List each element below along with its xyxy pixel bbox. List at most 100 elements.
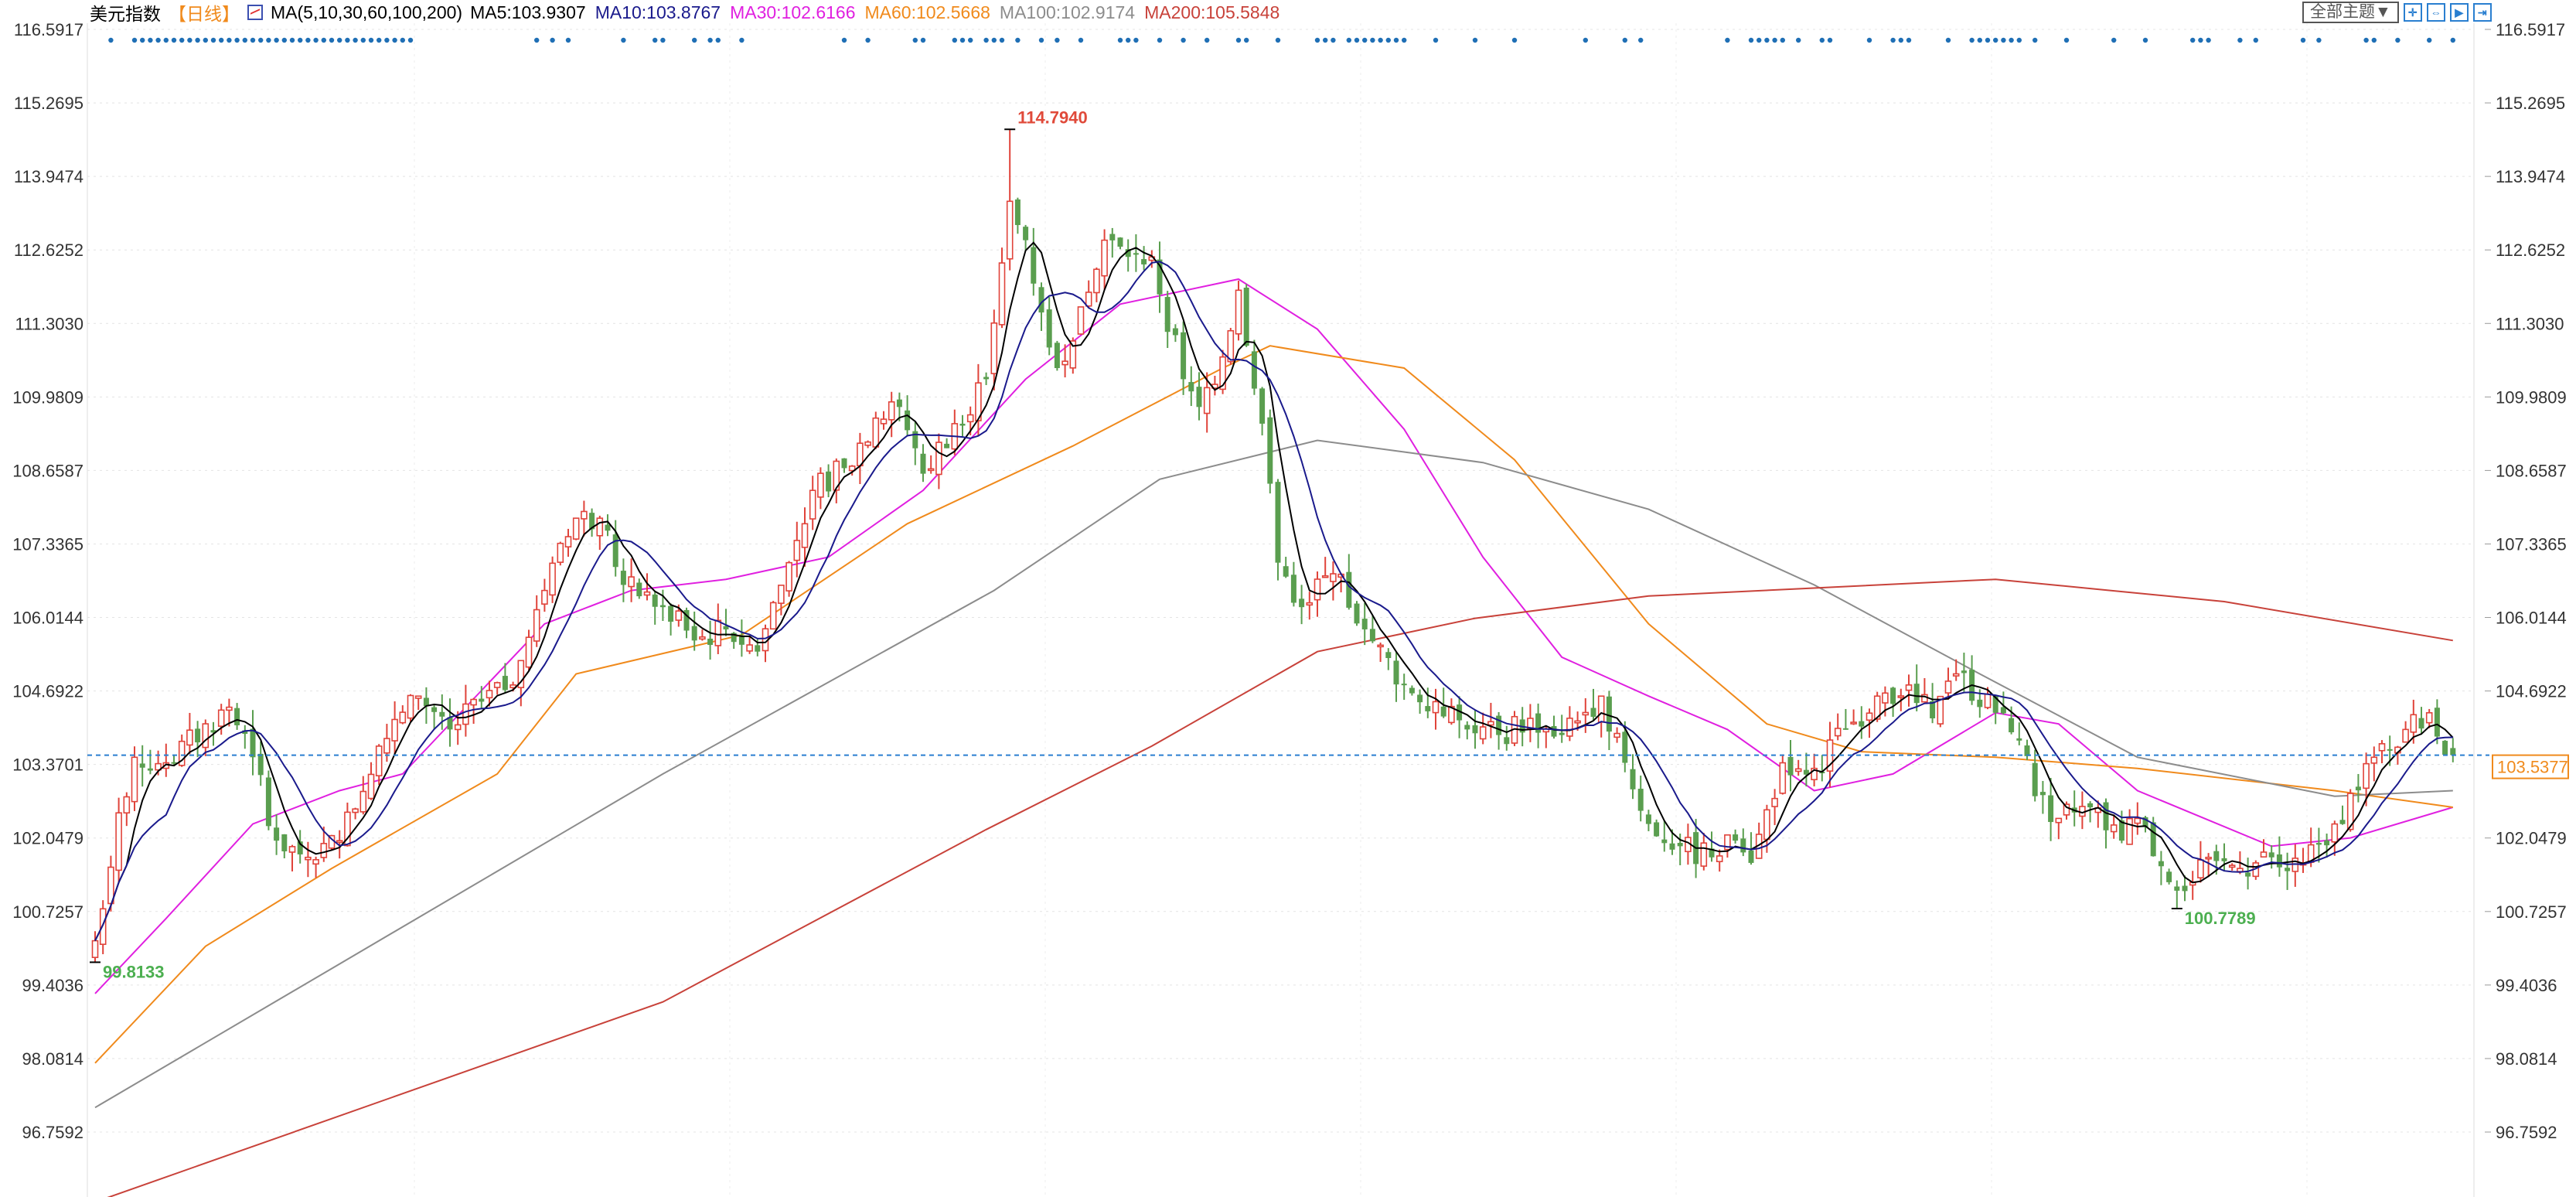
- candle-body: [115, 812, 122, 871]
- signal-dot: [1757, 37, 1762, 43]
- signal-dot: [400, 37, 405, 43]
- candle-body: [352, 808, 359, 813]
- candle: [447, 698, 453, 747]
- candle-body: [2055, 817, 2063, 824]
- y-tick-label-left: 102.0479: [12, 829, 83, 848]
- theme-select[interactable]: 全部主题▼: [2302, 2, 2399, 23]
- candle-body: [1479, 726, 1487, 740]
- candle-body: [1740, 838, 1746, 853]
- candle-body: [998, 262, 1006, 326]
- ma-line-ma30: [94, 278, 2454, 994]
- candle: [2252, 860, 2260, 880]
- signal-dot: [2427, 37, 2432, 43]
- candle-body: [1859, 721, 1865, 727]
- candle: [2425, 708, 2433, 728]
- fit-range-icon[interactable]: ⇔: [2426, 3, 2445, 22]
- candle-body: [1227, 329, 1235, 363]
- candle: [723, 609, 729, 636]
- candle-body: [1393, 660, 1399, 685]
- signal-dot: [1511, 37, 1518, 43]
- candle: [226, 698, 233, 727]
- candle-body: [1448, 705, 1455, 724]
- signal-dot: [1945, 37, 1951, 43]
- candle: [589, 508, 595, 537]
- play-forward-icon[interactable]: ▶: [2449, 3, 2469, 22]
- candle-body: [1913, 684, 1920, 704]
- candle: [1275, 479, 1281, 581]
- candle-body: [769, 602, 777, 630]
- candle: [1472, 710, 1478, 749]
- candle: [1267, 409, 1273, 494]
- candle-body: [242, 730, 248, 735]
- candle: [1590, 688, 1596, 721]
- candle: [1006, 129, 1014, 271]
- y-tick-label-left: 100.7257: [12, 902, 83, 922]
- candle: [888, 391, 895, 438]
- period-label[interactable]: 【日线】: [169, 4, 240, 24]
- candle-body: [809, 489, 816, 520]
- candle-body: [470, 698, 477, 706]
- candle-body: [462, 703, 469, 725]
- candle: [564, 528, 572, 558]
- candle: [817, 467, 824, 510]
- candle-body: [1582, 711, 1590, 716]
- candle-body: [1709, 848, 1715, 858]
- candle: [1117, 237, 1123, 250]
- candle-body: [1125, 249, 1131, 257]
- candle: [414, 695, 422, 711]
- candle-body: [872, 417, 880, 448]
- candle-body: [1882, 692, 1889, 704]
- signal-dot: [313, 37, 319, 43]
- candle: [2134, 802, 2142, 835]
- candle: [281, 834, 288, 859]
- candle-body: [738, 635, 745, 645]
- candle-body: [2063, 803, 2070, 816]
- candle-body: [2387, 749, 2393, 751]
- candle: [217, 704, 225, 735]
- candle-body: [1101, 239, 1108, 277]
- candle-body: [1952, 673, 1960, 677]
- candle: [581, 500, 588, 537]
- candle-body: [1654, 822, 1660, 837]
- candle-body: [2410, 714, 2418, 733]
- candle-body: [447, 717, 453, 730]
- candle: [462, 684, 469, 737]
- candle-body: [226, 706, 233, 711]
- candle-body: [195, 728, 201, 743]
- candle-body: [1700, 842, 1708, 867]
- candle-body: [785, 561, 792, 592]
- candle: [2324, 834, 2330, 858]
- candle: [541, 578, 548, 612]
- candle: [1259, 387, 1266, 436]
- signal-dot: [250, 37, 256, 43]
- candle: [454, 711, 462, 745]
- y-tick-label-right: 100.7257: [2496, 902, 2567, 922]
- candle-body: [2315, 843, 2322, 845]
- candle-body: [1369, 629, 1375, 642]
- candle: [1164, 291, 1170, 349]
- signal-dot: [1638, 37, 1644, 43]
- candle-body: [2434, 708, 2440, 737]
- signal-dot: [187, 37, 193, 43]
- candle-body: [557, 542, 564, 563]
- candle-body: [2174, 886, 2180, 891]
- candle-body: [2158, 861, 2164, 867]
- candle: [202, 719, 210, 756]
- candle-body: [525, 636, 533, 668]
- candle: [533, 595, 540, 647]
- signal-dot: [337, 37, 342, 43]
- jump-end-icon[interactable]: ⇥: [2472, 3, 2492, 22]
- candle: [596, 515, 604, 551]
- signal-dot: [1126, 37, 1131, 43]
- ma-params[interactable]: MA(5,10,30,60,100,200): [271, 2, 463, 22]
- candle-body: [1930, 701, 1936, 718]
- candle-body: [596, 517, 604, 537]
- y-tick-label-left: 104.6922: [12, 682, 83, 701]
- signal-dot: [983, 37, 989, 43]
- candle: [359, 776, 367, 815]
- candle: [242, 725, 248, 749]
- indicator-chart-icon[interactable]: [247, 5, 263, 20]
- crosshair-icon[interactable]: ✛: [2403, 3, 2422, 22]
- candle-body: [1873, 695, 1881, 720]
